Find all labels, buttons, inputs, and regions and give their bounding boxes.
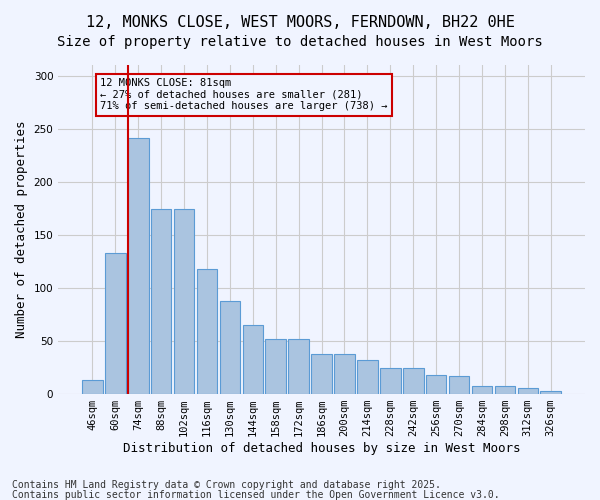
Bar	[311, 354, 332, 394]
Bar	[151, 210, 172, 394]
Text: Contains public sector information licensed under the Open Government Licence v3: Contains public sector information licen…	[12, 490, 500, 500]
Y-axis label: Number of detached properties: Number of detached properties	[15, 121, 28, 338]
Bar	[357, 360, 378, 394]
Bar	[220, 300, 240, 394]
Bar	[128, 138, 149, 394]
Bar	[334, 354, 355, 394]
Bar	[82, 380, 103, 394]
Bar	[403, 368, 424, 394]
Bar	[197, 269, 217, 394]
Text: Size of property relative to detached houses in West Moors: Size of property relative to detached ho…	[57, 35, 543, 49]
Bar	[494, 386, 515, 394]
Bar	[380, 368, 401, 394]
Bar	[541, 391, 561, 394]
Bar	[174, 210, 194, 394]
Text: Contains HM Land Registry data © Crown copyright and database right 2025.: Contains HM Land Registry data © Crown c…	[12, 480, 441, 490]
Bar	[426, 375, 446, 394]
Bar	[518, 388, 538, 394]
Bar	[105, 253, 125, 394]
Bar	[449, 376, 469, 394]
X-axis label: Distribution of detached houses by size in West Moors: Distribution of detached houses by size …	[123, 442, 520, 455]
Bar	[242, 325, 263, 394]
Bar	[472, 386, 493, 394]
Text: 12, MONKS CLOSE, WEST MOORS, FERNDOWN, BH22 0HE: 12, MONKS CLOSE, WEST MOORS, FERNDOWN, B…	[86, 15, 514, 30]
Bar	[265, 339, 286, 394]
Text: 12 MONKS CLOSE: 81sqm
← 27% of detached houses are smaller (281)
71% of semi-det: 12 MONKS CLOSE: 81sqm ← 27% of detached …	[100, 78, 388, 112]
Bar	[289, 339, 309, 394]
